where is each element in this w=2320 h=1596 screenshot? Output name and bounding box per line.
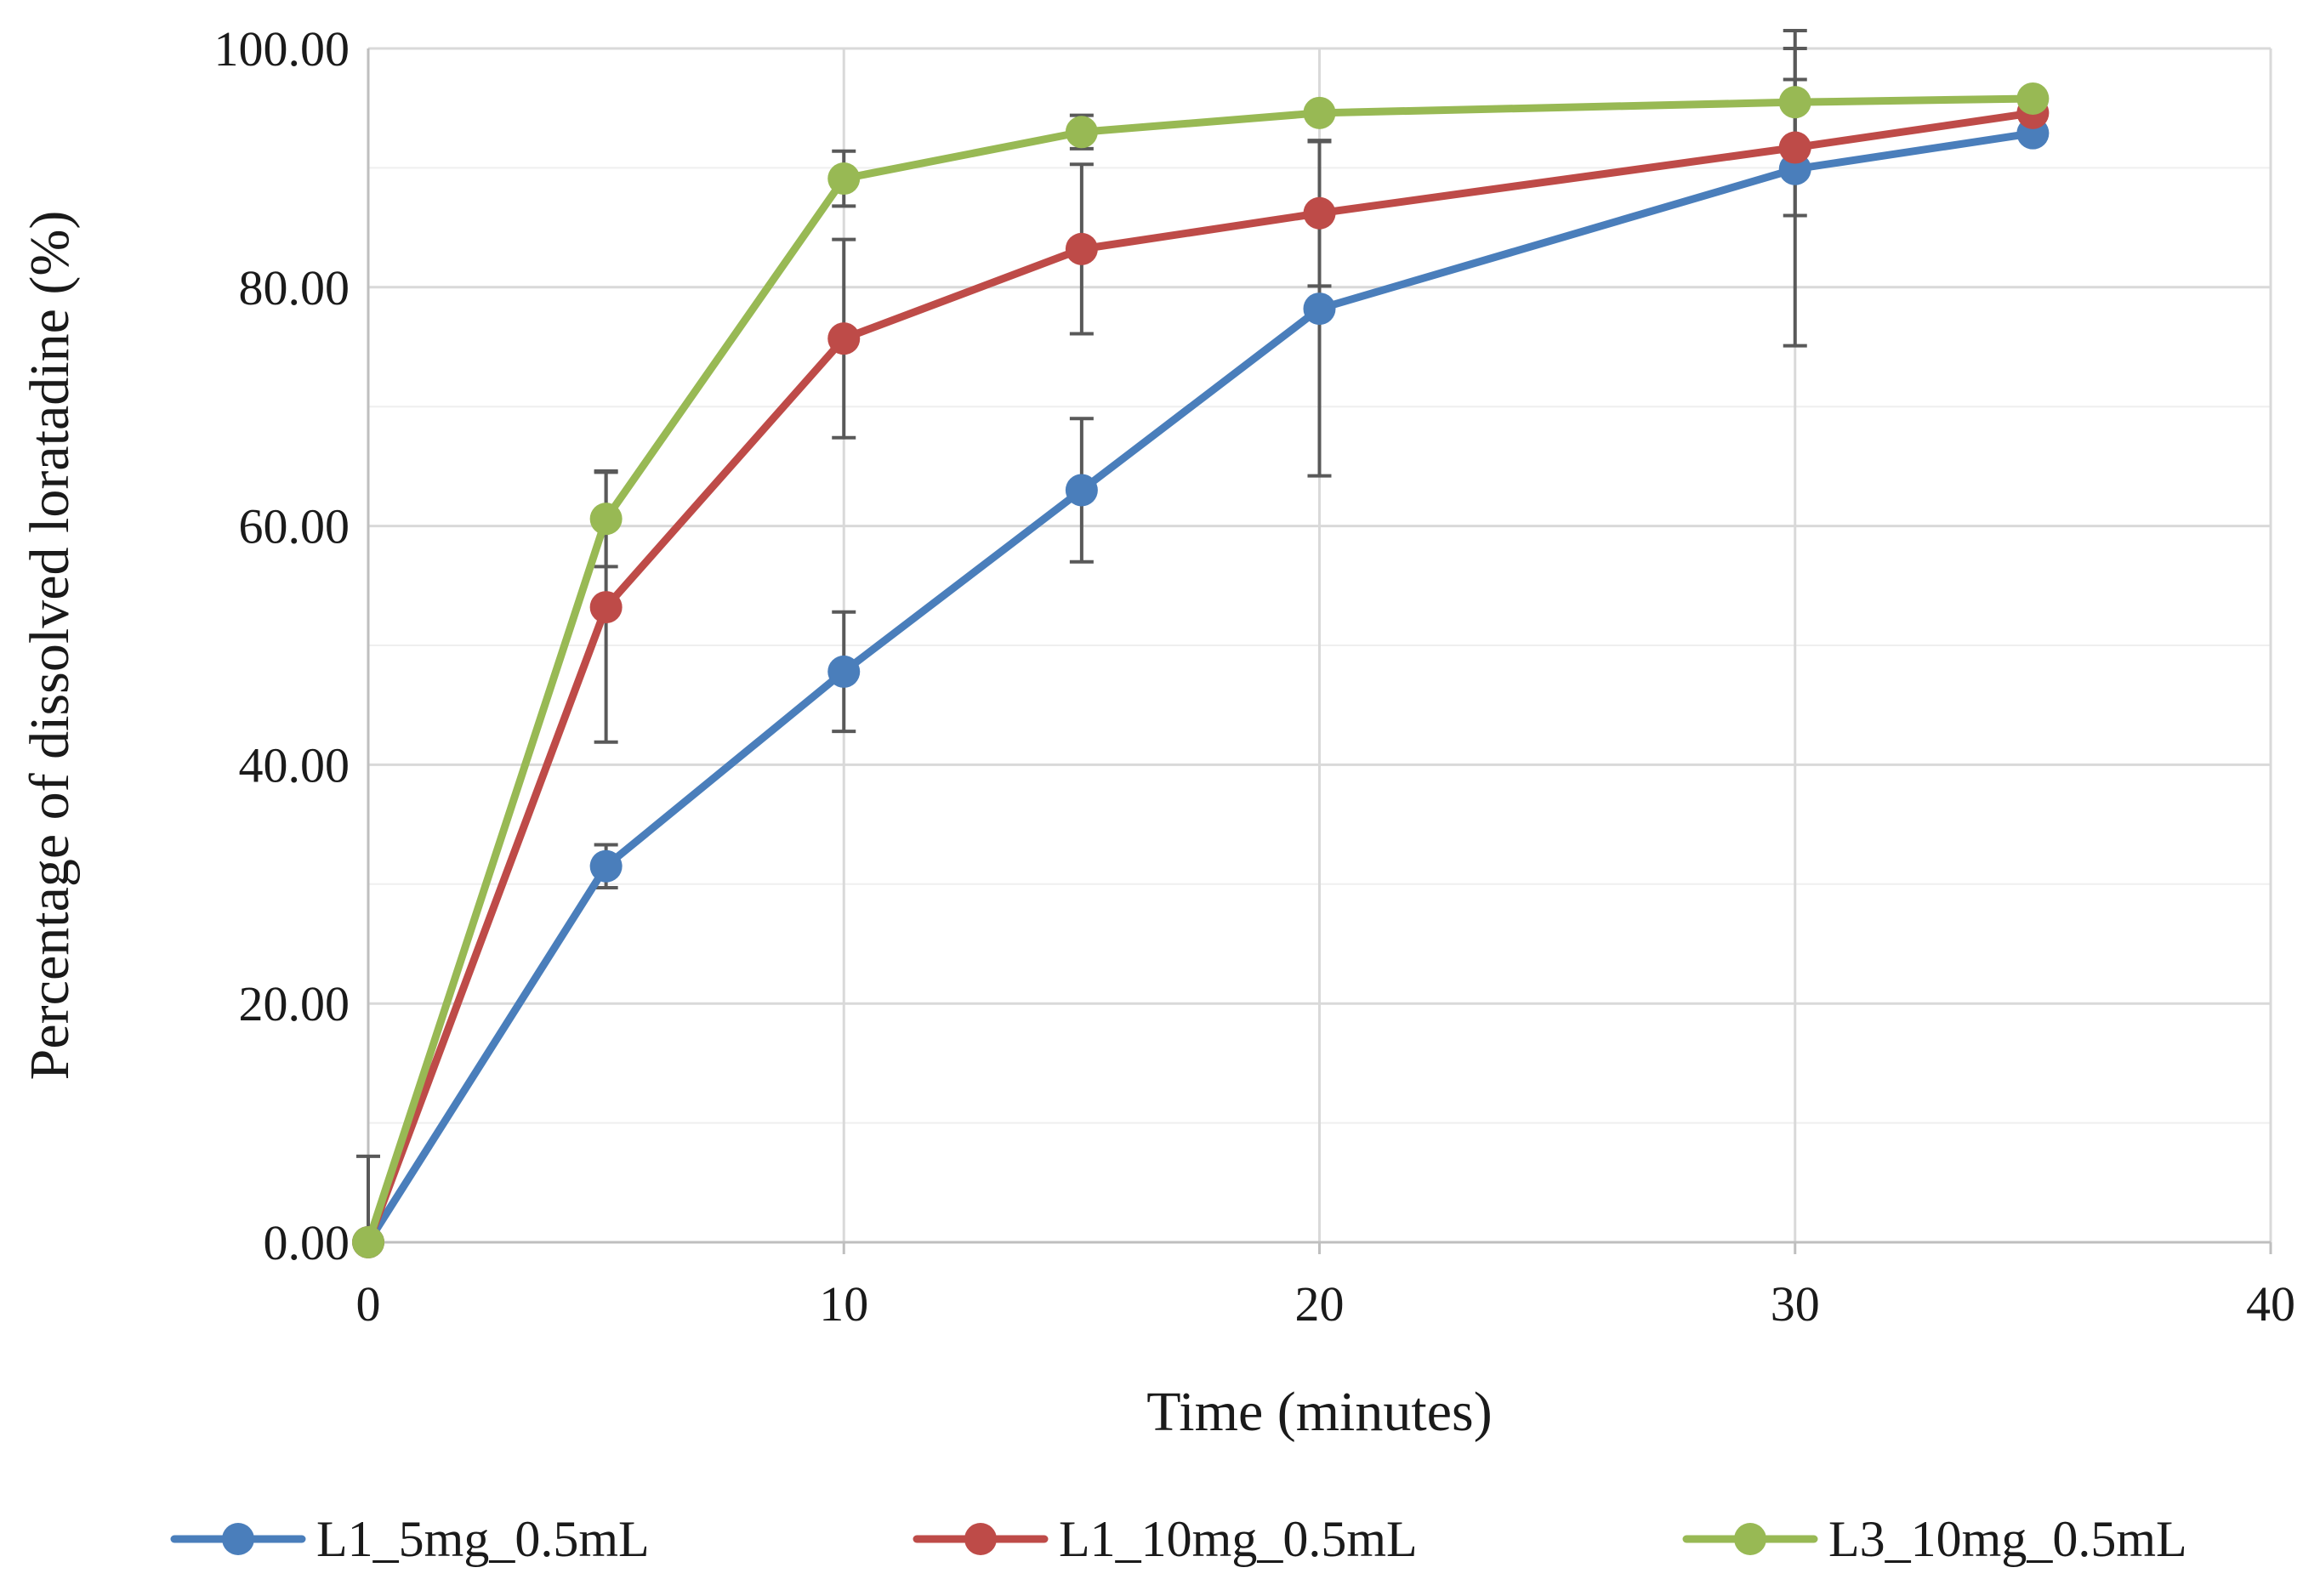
series-line [364,129,2037,1247]
data-point [1303,196,1336,230]
data-point [827,655,861,688]
x-tick-label: 0 [356,1276,381,1332]
legend-marker [1734,1523,1766,1555]
legend-marker [222,1523,254,1555]
data-point [589,849,623,883]
data-point [352,1226,384,1258]
y-tick-label: 80.00 [239,260,350,315]
data-point [1065,232,1098,265]
legend-item: L1_10mg_0.5mL [913,1511,1418,1567]
y-tick-label: 40.00 [239,737,350,792]
data-point [2016,82,2050,115]
data-point [1065,474,1098,507]
data-point [827,322,861,355]
y-tick-label: 0.00 [264,1215,350,1270]
y-tick-label: 20.00 [239,976,350,1031]
legend-label: L1_5mg_0.5mL [316,1511,650,1567]
data-point [827,162,861,196]
y-tick-label: 60.00 [239,499,350,554]
series-line [364,109,2037,1247]
x-axis-title: Time (minutes) [1146,1381,1492,1443]
data-point [1778,131,1811,164]
data-point [589,503,623,536]
legend-label: L1_10mg_0.5mL [1059,1511,1418,1567]
legend: L1_5mg_0.5mL L1_10mg_0.5mL L3_10mg_0.5mL [170,1511,2187,1567]
x-tick-label: 30 [1771,1276,1820,1332]
series-2 [352,96,2050,1258]
series-3 [352,82,2050,1258]
data-point [1778,86,1811,119]
x-tick-label: 20 [1295,1276,1345,1332]
tick-labels: 0.00 20.00 40.00 60.00 80.00 100.00 0 10 20 30 40 [214,21,2296,1332]
x-tick-label: 40 [2246,1276,2295,1332]
data-point [589,591,623,624]
data-point [1065,116,1098,149]
legend-item: L3_10mg_0.5mL [1682,1511,2187,1567]
data-point [1303,96,1336,129]
y-tick-label: 100.00 [214,21,350,77]
series-line [364,94,2037,1247]
legend-label: L3_10mg_0.5mL [1828,1511,2187,1567]
series-layer [352,82,2050,1258]
legend-marker [964,1523,997,1555]
data-point [1303,293,1336,326]
legend-item: L1_5mg_0.5mL [170,1511,650,1567]
y-axis-title: Percentage of dissolved loratadine (%) [19,211,81,1081]
x-tick-label: 10 [819,1276,868,1332]
error-bars [356,28,1807,1244]
